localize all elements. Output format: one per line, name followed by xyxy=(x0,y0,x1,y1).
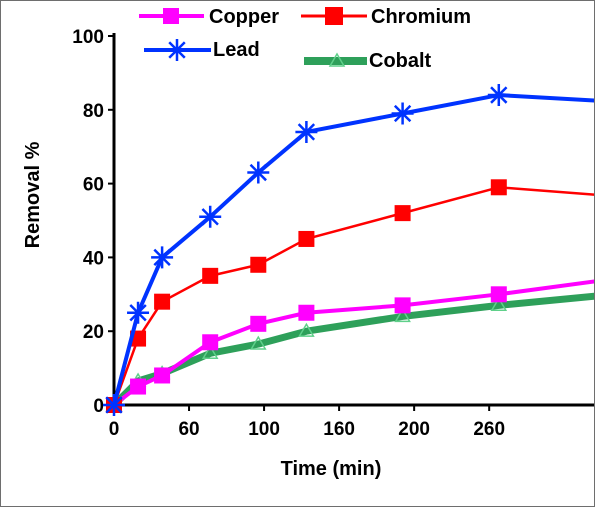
data-point-lead xyxy=(247,161,270,184)
legend-marker-lead xyxy=(166,39,188,61)
legend-label-cobalt: Cobalt xyxy=(369,50,432,72)
legend-entry-cobalt: Cobalt xyxy=(304,50,432,72)
y-tick-label: 40 xyxy=(83,248,104,269)
data-point-lead xyxy=(391,102,414,125)
y-tick-label: 100 xyxy=(72,27,104,48)
data-point-copper xyxy=(490,286,507,303)
data-point-lead xyxy=(487,84,510,107)
data-point-chromium xyxy=(394,205,411,222)
legend-label-lead: Lead xyxy=(213,39,260,61)
y-axis-label: Removal % xyxy=(22,141,44,248)
legend-marker-cobalt xyxy=(328,52,346,67)
series-lead xyxy=(103,84,594,416)
data-point-cobalt xyxy=(394,307,411,323)
x-axis-label: Time (min) xyxy=(281,458,382,480)
data-point-lead xyxy=(151,246,174,269)
x-tick-label: 60 xyxy=(178,419,199,440)
series-cobalt xyxy=(105,292,594,411)
data-point-lead xyxy=(199,205,222,228)
x-tick-label: 100 xyxy=(248,419,280,440)
plot-area xyxy=(103,84,594,416)
legend-entry-lead: Lead xyxy=(144,39,260,61)
x-tick-label: 200 xyxy=(398,419,430,440)
data-point-cobalt xyxy=(249,335,267,350)
data-point-chromium xyxy=(298,230,315,247)
data-point-copper xyxy=(394,297,411,314)
legend-marker-chromium xyxy=(325,7,343,25)
data-point-lead xyxy=(127,301,150,324)
legend-marker-copper xyxy=(163,8,179,24)
data-point-cobalt xyxy=(298,322,315,337)
data-point-lead xyxy=(295,120,318,143)
legend-label-copper: Copper xyxy=(209,6,279,28)
legend-label-chromium: Chromium xyxy=(371,6,471,28)
x-tick-label: 160 xyxy=(323,419,355,440)
data-point-cobalt xyxy=(490,296,508,312)
y-tick-label: 80 xyxy=(83,101,104,122)
data-point-cobalt xyxy=(201,344,219,359)
data-point-copper xyxy=(250,315,267,332)
x-tick-label: 0 xyxy=(109,419,120,440)
data-point-copper xyxy=(130,378,147,395)
legend: Copper Chromium Lead Cobalt xyxy=(139,6,471,72)
data-point-chromium xyxy=(490,179,507,196)
series-chromium xyxy=(106,179,594,413)
y-tick-label: 0 xyxy=(93,396,104,417)
y-tick-label: 60 xyxy=(83,175,104,196)
data-point-copper xyxy=(154,367,171,384)
axes: 0 20 40 60 80 100 0 60 100 160 200 260 xyxy=(72,27,594,440)
legend-entry-chromium: Chromium xyxy=(301,6,471,28)
series-line-cobalt xyxy=(111,292,594,408)
x-tick-label: 260 xyxy=(473,419,505,440)
y-tick-label: 20 xyxy=(83,322,104,343)
data-point-chromium xyxy=(202,267,219,284)
legend-star-shape xyxy=(166,39,188,61)
data-point-copper xyxy=(298,304,315,321)
data-point-chromium xyxy=(154,293,171,310)
data-point-copper xyxy=(202,334,219,351)
data-point-chromium xyxy=(250,256,267,273)
legend-entry-copper: Copper xyxy=(139,6,279,28)
series-line-chromium xyxy=(112,186,594,406)
data-point-lead xyxy=(103,394,125,416)
